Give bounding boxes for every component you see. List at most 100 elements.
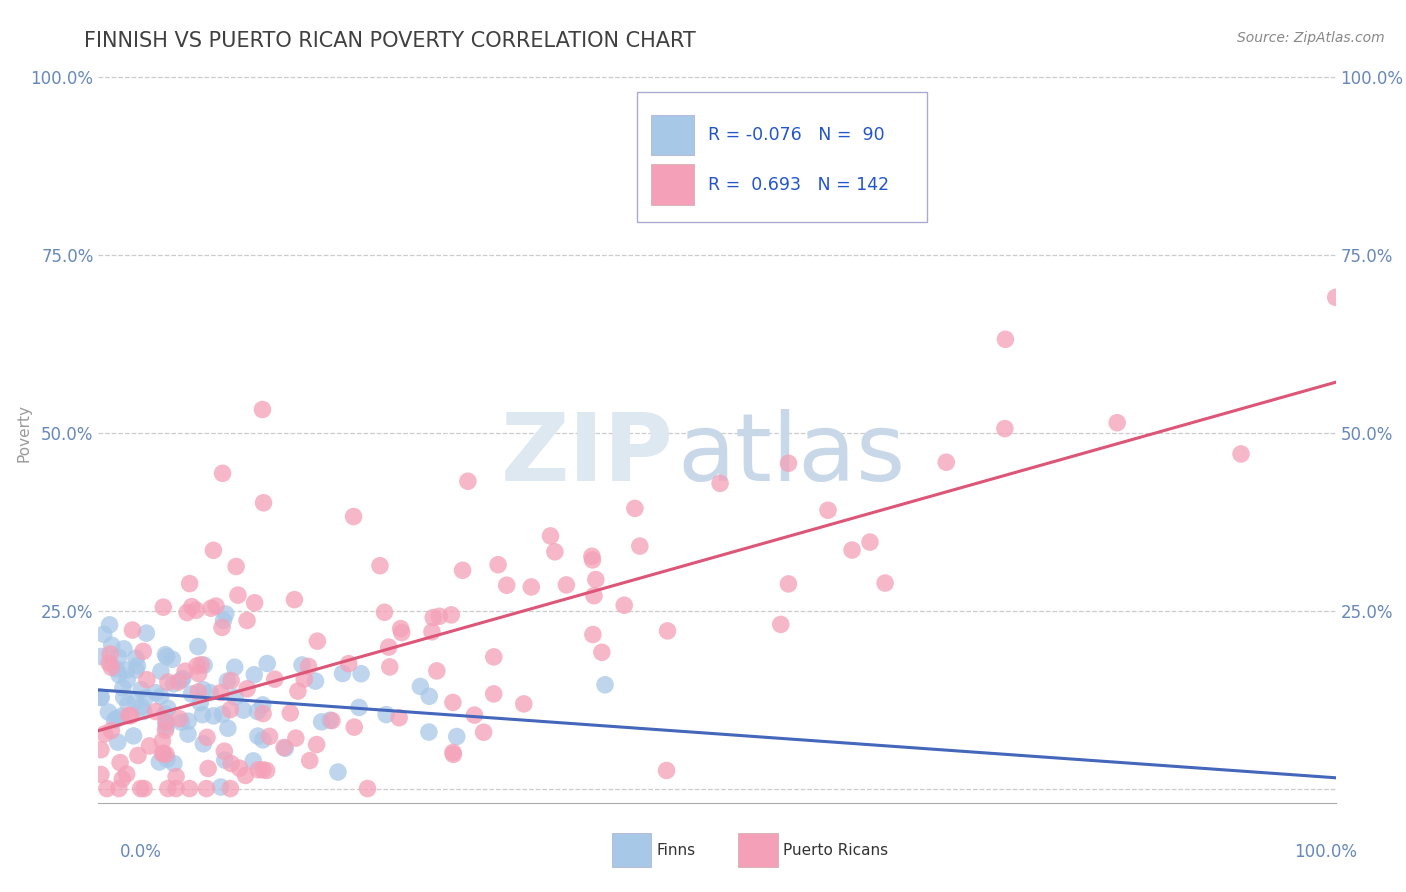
Point <box>582 627 605 641</box>
Point <box>252 402 274 417</box>
Point <box>165 781 187 796</box>
Point <box>283 592 305 607</box>
Point <box>1107 416 1129 430</box>
Point <box>90 649 112 664</box>
Point <box>186 603 208 617</box>
Point <box>145 686 167 700</box>
Point <box>214 744 236 758</box>
Point <box>117 698 139 712</box>
Point <box>375 707 398 722</box>
Point <box>155 747 177 762</box>
Point <box>342 509 364 524</box>
Point <box>112 641 135 656</box>
Point <box>103 713 125 727</box>
Point <box>226 588 249 602</box>
Point <box>149 690 172 704</box>
Point <box>145 705 167 719</box>
Point <box>252 698 274 712</box>
Point <box>93 627 115 641</box>
Point <box>149 665 172 679</box>
Point <box>256 657 278 671</box>
Point <box>115 767 138 781</box>
Point <box>132 781 155 796</box>
Point <box>228 761 250 775</box>
Point <box>236 614 259 628</box>
Point <box>935 455 957 469</box>
Point <box>994 332 1017 346</box>
Point <box>138 739 160 753</box>
Point <box>155 648 177 662</box>
Point <box>482 649 505 664</box>
Point <box>209 685 232 699</box>
Point <box>486 558 509 572</box>
Point <box>100 660 122 674</box>
Point <box>153 706 176 721</box>
Point <box>427 609 450 624</box>
Point <box>252 732 274 747</box>
Point <box>111 772 134 786</box>
Point <box>520 580 543 594</box>
Point <box>287 684 309 698</box>
Point <box>165 770 187 784</box>
Point <box>108 667 131 681</box>
Point <box>994 422 1017 436</box>
Text: FINNISH VS PUERTO RICAN POVERTY CORRELATION CHART: FINNISH VS PUERTO RICAN POVERTY CORRELAT… <box>84 31 696 51</box>
Point <box>188 696 211 710</box>
Point <box>125 663 148 677</box>
Text: 100.0%: 100.0% <box>1294 843 1357 861</box>
Point <box>463 708 485 723</box>
Point <box>163 756 186 771</box>
Point <box>177 714 200 728</box>
Point <box>555 578 578 592</box>
Point <box>373 605 395 619</box>
Point <box>152 734 174 748</box>
Point <box>243 667 266 681</box>
Point <box>197 762 219 776</box>
Point <box>190 657 212 672</box>
Text: R = -0.076   N =  90: R = -0.076 N = 90 <box>709 126 884 144</box>
Point <box>90 690 112 705</box>
Point <box>297 659 319 673</box>
Point <box>152 747 174 761</box>
Point <box>446 730 468 744</box>
Point <box>292 672 315 686</box>
Point <box>174 664 197 678</box>
Point <box>209 780 232 794</box>
Point <box>581 549 603 564</box>
Point <box>187 640 209 654</box>
Point <box>224 690 246 705</box>
Point <box>513 697 536 711</box>
Point <box>291 657 314 672</box>
Point <box>202 543 225 558</box>
Point <box>219 781 242 796</box>
Point <box>321 714 343 728</box>
Point <box>409 680 432 694</box>
Point <box>356 781 378 796</box>
Text: Finns: Finns <box>657 843 696 857</box>
Point <box>769 617 792 632</box>
FancyBboxPatch shape <box>637 92 928 221</box>
Point <box>156 649 179 664</box>
Point <box>418 725 440 739</box>
Point <box>217 674 239 689</box>
Point <box>90 742 112 756</box>
Point <box>581 553 603 567</box>
Point <box>232 703 254 717</box>
Point <box>211 467 233 481</box>
Text: atlas: atlas <box>678 409 905 500</box>
Point <box>307 634 329 648</box>
Point <box>624 501 647 516</box>
Point <box>311 714 333 729</box>
Point <box>211 707 233 722</box>
Point <box>156 701 179 715</box>
Point <box>110 709 132 723</box>
Text: 0.0%: 0.0% <box>120 843 162 861</box>
Point <box>115 673 138 687</box>
Point <box>377 640 399 654</box>
Point <box>655 764 678 778</box>
Point <box>841 543 863 558</box>
Point <box>214 753 236 767</box>
Point <box>170 673 193 687</box>
Y-axis label: Poverty: Poverty <box>15 403 31 462</box>
Point <box>97 705 120 719</box>
